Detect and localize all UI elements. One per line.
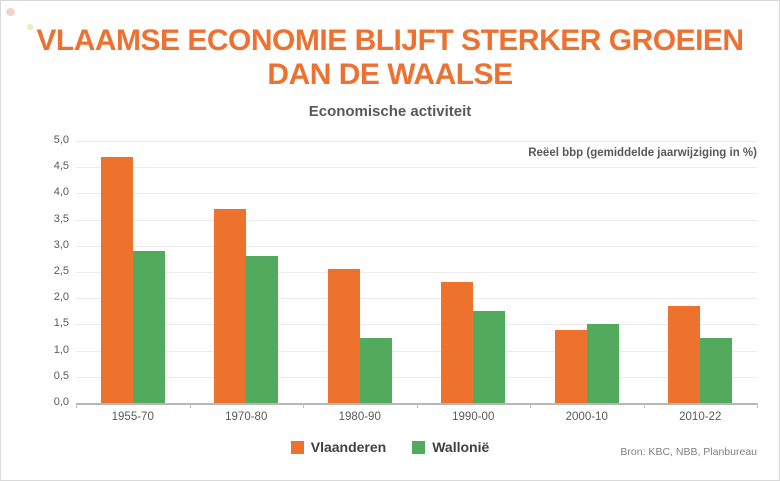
gridline [76,141,757,142]
y-axis-tick-label: 2,0 [53,291,69,304]
chart-title: Economische activiteit [308,103,472,120]
legend-swatch-icon [290,440,304,454]
bar-walloni [359,337,392,403]
y-axis-tick-label: 0,5 [53,369,69,382]
x-axis-tick-mark [303,403,304,408]
bar-walloni [132,251,165,403]
bar-vlaanderen [327,269,360,403]
gridline [76,272,757,273]
x-axis-tick-mark [757,403,758,408]
page-title-line2: DAN DE WAALSE [267,58,513,91]
bar-walloni [246,256,279,403]
y-axis-tick-label: 4,5 [53,160,69,173]
x-axis-tick-label: 2000-10 [565,411,608,423]
legend-item-vlaanderen: Vlaanderen [290,439,387,455]
legend-swatch-icon [412,440,426,454]
bar-vlaanderen [668,306,701,403]
gridline [76,376,757,378]
decorative-dot-pink [6,8,15,16]
y-axis-tick-label: 3,5 [53,212,69,225]
x-axis-tick-label: 1970-80 [225,411,268,423]
gridline [76,193,757,195]
source-credit: Bron: KBC, NBB, Planbureau [620,446,757,458]
y-axis-tick-label: 1,0 [53,343,69,356]
x-axis-tick-label: 1990-00 [452,411,495,423]
legend-label: Wallonië [432,439,490,455]
decorative-dot-yellow [27,24,33,30]
chart-legend: Vlaanderen Wallonië [1,439,779,455]
y-axis-tick-label: 2,5 [53,265,69,277]
gridline [76,167,757,169]
page-title-line1: VLAAMSE ECONOMIE BLIJFT STERKER GROEIEN [36,24,744,57]
bar-walloni [700,337,733,403]
x-axis-tick-mark [416,403,418,408]
x-axis-tick-mark [189,403,191,408]
bar-vlaanderen [554,329,587,403]
legend-label: Vlaanderen [310,439,387,455]
x-axis-tick-mark [76,403,77,408]
legend-item-walloni: Wallonië [412,439,489,455]
bar-vlaanderen [441,282,474,403]
gridline [76,350,757,352]
gridline [76,324,757,326]
gridline [76,245,757,247]
y-axis-tick-label: 0,0 [53,396,69,408]
y-axis-tick-label: 4,0 [53,186,69,199]
gridline [76,219,757,221]
y-axis-tick-label: 5,0 [53,134,69,146]
y-axis-tick-label: 3,0 [53,238,69,251]
page-title: VLAAMSE ECONOMIE BLIJFT STERKER GROEIEN … [1,24,779,92]
x-axis-tick-mark [643,403,645,408]
y-axis-tick-label: 1,5 [53,317,69,330]
x-axis-tick-label: 1980-90 [338,411,381,423]
gridline [76,298,757,300]
bar-walloni [586,324,619,403]
bar-vlaanderen [214,209,247,403]
x-axis-tick-label: 1955-70 [111,411,154,423]
bar-walloni [473,311,506,403]
chart-annotation: Reëel bbp (gemiddelde jaarwijziging in %… [528,147,757,159]
x-axis-tick-label: 2010-22 [679,411,722,423]
x-axis-tick-mark [530,403,531,408]
bar-vlaanderen [100,156,133,403]
